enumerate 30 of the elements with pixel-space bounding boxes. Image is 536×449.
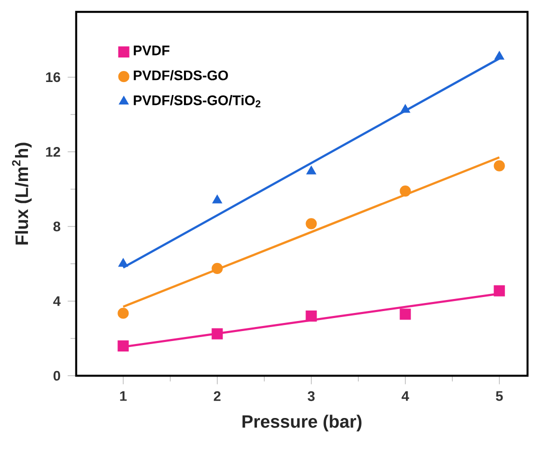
- y-tick-label: 8: [53, 222, 60, 232]
- point: [306, 166, 316, 174]
- x-tick-label: 2: [214, 391, 221, 401]
- point: [118, 340, 129, 352]
- y-tick-label: 0: [54, 370, 60, 381]
- x-tick-label: 3: [308, 391, 315, 402]
- y-axis-title: Flux (L/m$^{2}$h): [12, 142, 32, 244]
- point: [306, 218, 317, 230]
- y-tick-label: 16: [46, 72, 60, 82]
- point: [400, 308, 411, 320]
- x-tick-label: 5: [496, 391, 503, 401]
- legend-label: PVDF/SDS-GO/TiO$_{2}$: [134, 94, 260, 108]
- y-tick-label: 12: [46, 146, 60, 157]
- x-axis-title: Pressure (bar): [242, 414, 362, 432]
- point: [494, 285, 505, 296]
- point: [118, 308, 129, 319]
- point: [212, 262, 223, 274]
- x-tick-label: 4: [402, 391, 410, 401]
- point: [494, 160, 505, 172]
- y-tick-label: 4: [53, 296, 61, 306]
- point: [400, 104, 410, 113]
- point: [306, 310, 317, 322]
- x-tick-label: 1: [120, 391, 127, 401]
- legend-label: PVDF: [134, 46, 170, 56]
- point: [118, 258, 128, 267]
- legend-label: PVDF/SDS-GO: [134, 70, 228, 80]
- point: [400, 185, 411, 197]
- point: [494, 51, 504, 60]
- point: [212, 194, 222, 204]
- point: [212, 328, 223, 340]
